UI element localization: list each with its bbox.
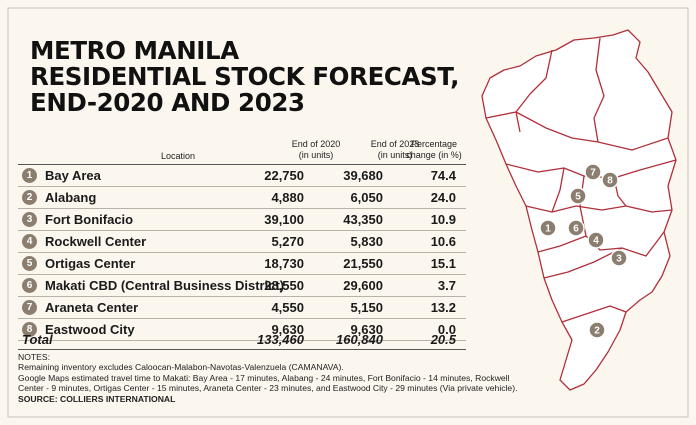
svg-text:3: 3 [616,254,622,265]
svg-text:2: 2 [594,326,600,337]
header-end2023-line2: (in units) [377,149,413,160]
row-number-badge: 3 [22,212,37,227]
map-marker-1: 1 [539,219,557,237]
row-location: Fort Bonifacio [45,212,134,227]
header-end2023: End of 2023 (in units) [365,139,425,160]
row-number-badge: 8 [22,322,37,337]
row-end2023: 29,600 [343,278,383,293]
row-end2023: 43,350 [343,212,383,227]
row-number-badge: 6 [22,278,37,293]
map-markers: 7 8 5 1 6 4 3 2 [539,163,628,339]
map-outline [481,29,677,391]
total-end2023: 160,840 [336,332,383,347]
map-marker-7: 7 [584,163,602,181]
row-pct: 10.9 [430,212,456,227]
row-end2020: 39,100 [264,212,304,227]
header-divider [18,164,466,165]
table-row: 4 Rockwell Center 5,270 5,830 10.6 [18,231,466,253]
header-end2020-line2: (in units) [298,149,334,160]
total-row: Total 133,460 160,840 20.5 [18,329,466,350]
header-pct-line2: change (in %) [406,149,462,160]
row-end2020: 22,750 [264,168,304,183]
map-marker-8: 8 [601,171,619,189]
row-pct: 74.4 [430,168,456,183]
table-row: 6 Makati CBD (Central Business District)… [18,275,466,297]
row-location: Alabang [45,190,97,205]
total-pct: 20.5 [430,332,456,347]
title-line-2: RESIDENTIAL STOCK FORECAST, [30,62,460,91]
map-marker-2: 2 [588,321,606,339]
row-location: Eastwood City [45,322,135,337]
row-number-badge: 5 [22,256,37,271]
row-end2020: 18,730 [264,256,304,271]
header-end2023-line1: End of 2023 [370,139,420,149]
row-end2020: 28,550 [264,278,304,293]
header-pct: Percentage change (in %) [402,139,466,160]
notes-line-1: Remaining inventory excludes Caloocan-Ma… [18,362,344,373]
row-number-badge: 7 [22,300,37,315]
header-location: Location [160,151,196,161]
table-bottom-divider [18,349,466,350]
table-row: 5 Ortigas Center 18,730 21,550 15.1 [18,253,466,275]
svg-text:1: 1 [545,224,551,235]
row-pct: 13.2 [430,300,456,315]
map-marker-5: 5 [569,187,587,205]
table-row: 2 Alabang 4,880 6,050 24.0 [18,187,466,209]
notes-line-3: Center - 9 minutes, Ortigas Center - 15 … [18,383,518,394]
row-number-badge: 2 [22,190,37,205]
total-end2020: 133,460 [257,332,304,347]
source-text: SOURCE: COLLIERS INTERNATIONAL [18,393,176,404]
title-line-1: METRO MANILA [30,36,239,65]
row-pct: 3.7 [437,278,456,293]
source-credit: SOURCE: COLLIERS INTERNATIONAL [18,394,578,404]
row-number-badge: 4 [22,234,37,249]
svg-text:6: 6 [573,224,579,235]
row-end2023: 39,680 [343,168,383,183]
table-row: 8 Eastwood City 9,630 9,630 0.0 [18,319,466,341]
row-end2020: 4,550 [271,300,304,315]
row-end2023: 5,830 [350,234,383,249]
row-location: Rockwell Center [45,234,147,249]
title-line-3: END-2020 AND 2023 [30,88,305,117]
row-end2020: 9,630 [271,322,304,337]
total-label: Total [22,332,53,347]
row-pct: 10.6 [430,234,456,249]
notes-heading: NOTES: [18,352,50,362]
page-title: METRO MANILA RESIDENTIAL STOCK FORECAST,… [30,38,460,116]
row-end2023: 9,630 [350,322,383,337]
row-pct: 15.1 [430,256,456,271]
table-row: 7 Araneta Center 4,550 5,150 13.2 [18,297,466,319]
svg-text:4: 4 [593,236,599,247]
svg-text:7: 7 [590,168,596,179]
header-end2020-line1: End of 2020 [291,139,341,149]
header-pct-line1: Percentage [410,139,458,149]
row-location: Ortigas Center [45,256,136,271]
row-end2023: 6,050 [350,190,383,205]
row-pct: 24.0 [430,190,456,205]
map-marker-6: 6 [567,219,585,237]
row-end2023: 21,550 [343,256,383,271]
row-end2023: 5,150 [350,300,383,315]
row-end2020: 4,880 [271,190,304,205]
row-location: Makati CBD (Central Business District) [45,278,285,293]
header-end2020: End of 2020 (in units) [286,139,346,160]
row-pct: 0.0 [437,322,456,337]
row-location: Araneta Center [45,300,139,315]
svg-text:5: 5 [575,192,581,203]
row-location: Bay Area [45,168,101,183]
table-row: 3 Fort Bonifacio 39,100 43,350 10.9 [18,209,466,231]
notes-block: NOTES: Remaining inventory excludes Calo… [18,352,578,404]
notes-line-2: Google Maps estimated travel time to Mak… [18,372,510,383]
svg-text:8: 8 [607,176,613,187]
row-end2020: 5,270 [271,234,304,249]
map-marker-4: 4 [587,231,605,249]
row-number-badge: 1 [22,168,37,183]
map-marker-3: 3 [610,249,628,267]
table-row: 1 Bay Area 22,750 39,680 74.4 [18,165,466,187]
